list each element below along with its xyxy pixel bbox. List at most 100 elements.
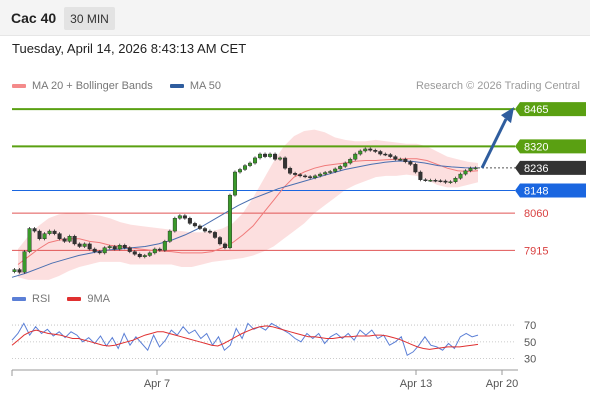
- candle: [202, 226, 207, 233]
- candle-body: [293, 173, 298, 175]
- candle-body: [77, 243, 82, 247]
- candle: [82, 242, 87, 249]
- candle: [463, 169, 468, 176]
- candle-body: [258, 153, 263, 159]
- candle-body: [207, 230, 212, 233]
- x-tick-label: Apr 20: [486, 378, 518, 390]
- rsi-panel: 70 50 30: [11, 320, 536, 366]
- candle-body: [92, 248, 97, 252]
- interval-button[interactable]: 30 MIN: [64, 7, 115, 30]
- candle: [303, 174, 308, 179]
- projection-arrowhead: [501, 107, 514, 124]
- chart-header: Cac 40 30 MIN: [0, 0, 590, 36]
- candle: [22, 250, 27, 274]
- candle: [157, 247, 162, 252]
- candle-body: [107, 246, 112, 248]
- candle: [338, 164, 343, 171]
- candle-body: [393, 156, 398, 160]
- candle-body: [443, 180, 448, 183]
- candle-body: [147, 252, 152, 256]
- level-label-text: 8060: [524, 208, 548, 220]
- credit-text: Research © 2026 Trading Central: [415, 80, 580, 92]
- candle: [453, 176, 458, 184]
- level-label-text: 8465: [524, 104, 548, 116]
- candle: [107, 244, 112, 250]
- candle-body: [318, 173, 323, 177]
- candle-body: [383, 153, 388, 156]
- candle-body: [453, 177, 458, 182]
- candle-body: [27, 228, 32, 252]
- candle-body: [418, 171, 423, 180]
- candle-body: [172, 218, 177, 232]
- candle-body: [177, 215, 182, 219]
- candle-body: [137, 253, 142, 257]
- candle: [127, 246, 132, 254]
- legend-label-rsi: RSI: [32, 293, 51, 305]
- candle-body: [338, 166, 343, 170]
- candle: [57, 232, 62, 241]
- candle-body: [348, 158, 353, 164]
- legend-item-9ma: 9MA: [67, 293, 110, 305]
- candle-body: [222, 243, 227, 248]
- candle-body: [283, 157, 288, 169]
- legend-label-ma20: MA 20 + Bollinger Bands: [32, 80, 153, 92]
- rsi-level-label: 70: [524, 320, 536, 332]
- candle: [162, 239, 167, 252]
- candle-body: [167, 230, 172, 242]
- legend-label-ma50: MA 50: [189, 80, 222, 92]
- timestamp: Tuesday, April 14, 2026 8:43:13 AM CET: [12, 41, 247, 56]
- candle-body: [42, 233, 47, 239]
- candle: [117, 243, 122, 251]
- candle-body: [37, 230, 42, 239]
- candle: [167, 229, 172, 243]
- candle-body: [323, 172, 328, 175]
- candle: [62, 237, 67, 243]
- candle-body: [378, 151, 383, 155]
- legend-item-ma20: MA 20 + Bollinger Bands: [12, 80, 153, 92]
- candle-body: [112, 246, 117, 250]
- candle: [253, 156, 258, 165]
- candle: [142, 253, 147, 259]
- candle: [67, 234, 72, 243]
- candle: [398, 157, 403, 161]
- rsi-level-label: 30: [524, 354, 536, 366]
- candle: [197, 224, 202, 231]
- candle-body: [67, 236, 72, 242]
- price-legend: MA 20 + Bollinger Bands MA 50: [12, 80, 235, 92]
- candle-body: [363, 148, 368, 152]
- candle: [298, 173, 303, 178]
- level-label-8060: 8060: [524, 208, 548, 220]
- candle-body: [192, 223, 197, 227]
- candle: [423, 178, 428, 182]
- candle-body: [97, 251, 102, 254]
- candle: [242, 164, 247, 171]
- candle-body: [22, 251, 27, 273]
- candle: [182, 214, 187, 220]
- candle: [92, 247, 97, 254]
- candle: [42, 232, 47, 241]
- candle-body: [343, 162, 348, 167]
- candle-body: [278, 157, 283, 160]
- candle: [433, 178, 438, 183]
- ma50-line: [11, 160, 479, 278]
- candle-body: [142, 255, 147, 257]
- candle-body: [47, 230, 52, 234]
- candle-body: [187, 218, 192, 224]
- candle: [147, 251, 152, 258]
- level-label-text: 7915: [524, 245, 548, 257]
- candle-body: [202, 228, 207, 232]
- candle-body: [242, 165, 247, 170]
- candle: [227, 193, 232, 250]
- level-label-text: 8236: [524, 163, 548, 175]
- level-label-8148: 8148: [515, 183, 586, 198]
- candle: [363, 147, 368, 153]
- symbol-title: Cac 40: [11, 10, 57, 26]
- rsi-legend: RSI 9MA: [12, 293, 124, 305]
- candle: [52, 229, 57, 236]
- candle-body: [248, 162, 253, 166]
- bollinger-band-area: [18, 129, 478, 280]
- candle-body: [413, 164, 418, 173]
- candle: [378, 149, 383, 156]
- x-axis: Apr 7 Apr 13 Apr 20: [11, 369, 518, 390]
